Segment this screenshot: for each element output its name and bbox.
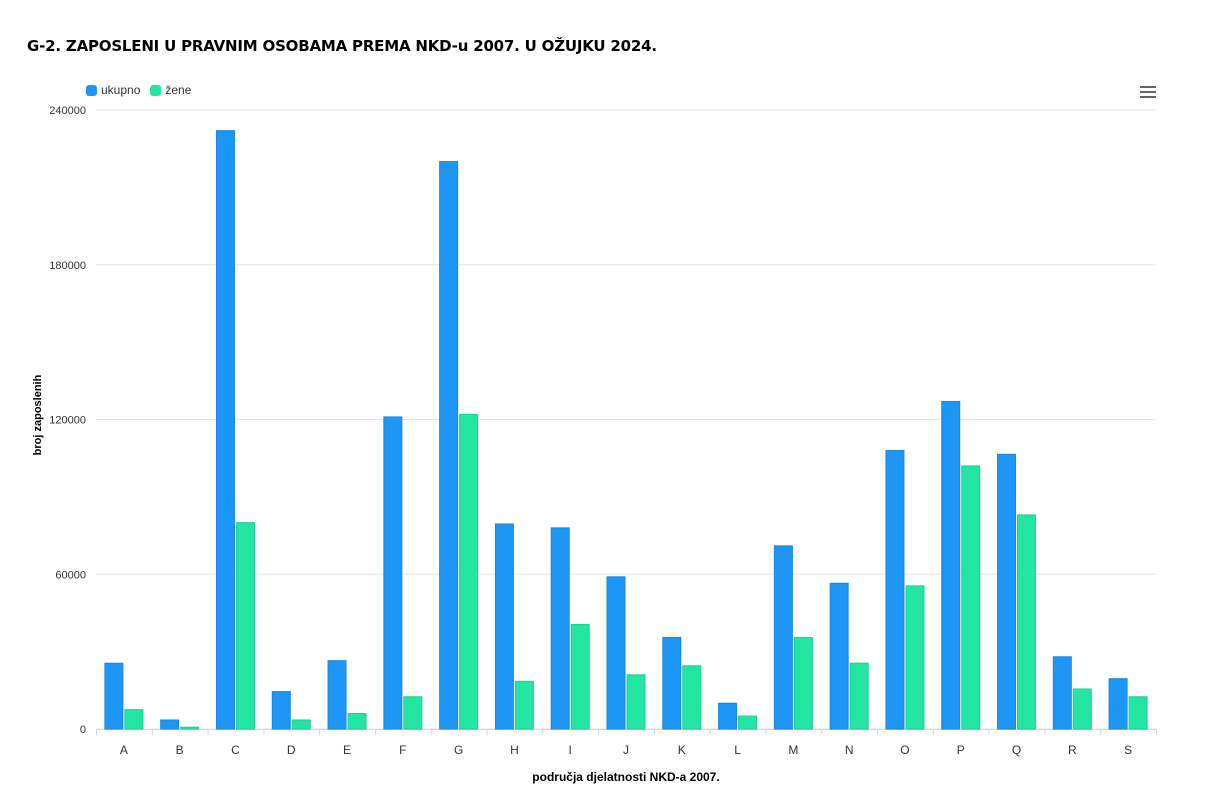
y-tick-label: 120000 [49, 415, 86, 427]
x-tick-label: K [678, 743, 686, 757]
bar-zene-E [347, 713, 367, 730]
x-tick-label: E [343, 743, 351, 757]
bar-ukupno-Q [997, 453, 1017, 730]
bar-ukupno-C [215, 130, 235, 730]
x-tick-label: N [845, 743, 854, 757]
chart-title: G-2. ZAPOSLENI U PRAVNIM OSOBAMA PREMA N… [27, 37, 657, 55]
x-tick-label: L [734, 743, 741, 757]
bar-ukupno-S [1108, 678, 1128, 730]
x-tick-label: B [176, 743, 184, 757]
x-tick-label: A [120, 743, 128, 757]
bar-zene-A [124, 709, 144, 730]
x-tick-label: O [900, 743, 909, 757]
bar-zene-O [905, 585, 925, 730]
legend-label-zene: žene [165, 83, 192, 97]
x-tick-label: M [788, 743, 798, 757]
x-tick-label: C [231, 743, 240, 757]
y-tick-label: 180000 [49, 260, 86, 272]
legend-label-ukupno: ukupno [101, 83, 141, 97]
x-tick-label: I [569, 743, 572, 757]
bar-ukupno-I [550, 527, 570, 730]
x-tick-label: F [399, 743, 406, 757]
bar-zene-J [626, 674, 646, 730]
bar-ukupno-J [606, 576, 626, 730]
bar-zene-K [682, 665, 702, 730]
bar-ukupno-M [773, 545, 793, 730]
bar-zene-M [793, 636, 813, 730]
bar-ukupno-O [885, 449, 905, 730]
bar-zene-C [235, 522, 255, 730]
x-axis-label: područja djelatnosti NKD-a 2007. [532, 770, 720, 784]
bar-ukupno-F [383, 416, 403, 730]
bar-ukupno-R [1052, 656, 1072, 730]
y-tick-label: 0 [80, 724, 86, 736]
x-tick-label: R [1068, 743, 1077, 757]
x-tick-label: G [454, 743, 463, 757]
y-tick-label: 60000 [55, 569, 86, 581]
bar-zene-F [403, 696, 423, 730]
bar-zene-P [961, 465, 981, 730]
legend: ukupno žene [86, 83, 191, 97]
bar-ukupno-K [662, 636, 682, 730]
bar-ukupno-D [271, 691, 291, 730]
x-tick-label: H [510, 743, 519, 757]
bar-ukupno-H [494, 523, 514, 730]
x-tick-label: Q [1012, 743, 1021, 757]
bar-zene-H [514, 680, 534, 730]
bar-zene-D [291, 719, 311, 730]
bar-zene-N [849, 662, 869, 730]
bar-zene-L [738, 715, 758, 730]
bar-ukupno-G [439, 161, 459, 730]
bar-zene-Q [1017, 514, 1037, 730]
y-tick-label: 240000 [49, 105, 86, 117]
bar-zene-I [570, 624, 590, 730]
x-tick-label: P [957, 743, 965, 757]
y-axis-label: broj zaposlenih [32, 374, 44, 456]
bar-ukupno-P [941, 400, 961, 730]
x-tick-label: D [287, 743, 296, 757]
x-tick-label: J [623, 743, 629, 757]
legend-swatch-ukupno [86, 84, 97, 96]
bar-ukupno-E [327, 660, 347, 730]
x-tick-label: S [1124, 743, 1132, 757]
legend-item-zene[interactable]: žene [150, 83, 191, 97]
legend-item-ukupno[interactable]: ukupno [86, 83, 140, 97]
bar-ukupno-N [829, 582, 849, 730]
bar-ukupno-L [718, 702, 738, 730]
bar-ukupno-A [104, 662, 124, 730]
bar-zene-R [1072, 688, 1092, 730]
legend-swatch-zene [150, 84, 162, 96]
bar-zene-B [180, 726, 200, 730]
bar-ukupno-B [160, 719, 180, 730]
bar-zene-G [459, 413, 479, 730]
hamburger-menu-icon[interactable] [1140, 86, 1156, 98]
bar-zene-S [1128, 696, 1148, 730]
